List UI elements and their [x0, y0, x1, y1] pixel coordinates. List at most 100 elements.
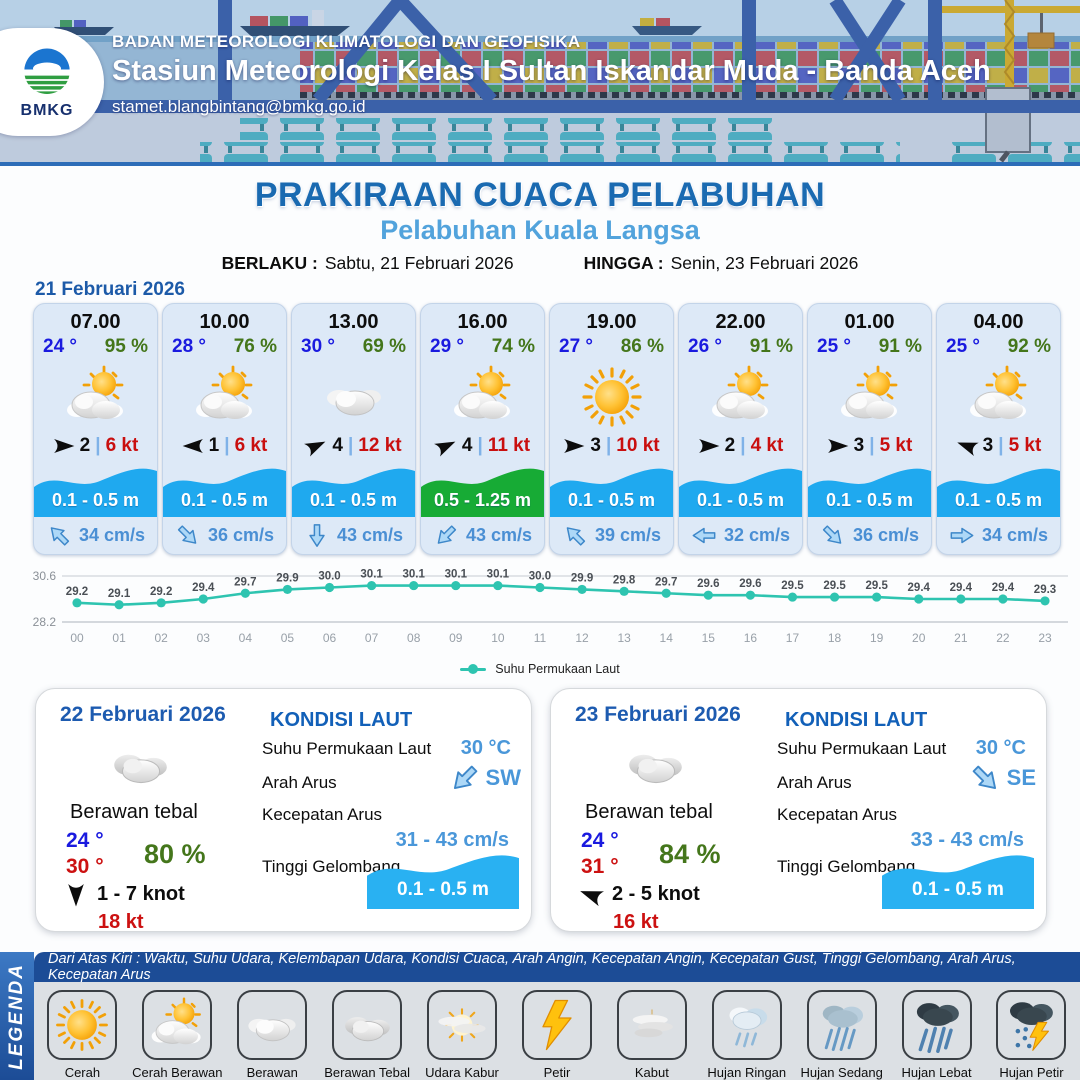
humidity: 84 % [659, 839, 721, 869]
series-marker-icon [460, 664, 487, 674]
daily-card-22feb: 22 Februari 2026 Berawan tebal 24 ° 30 °… [35, 688, 532, 933]
wind-range: 2 - 5 knot [612, 883, 700, 905]
svg-text:29.7: 29.7 [655, 576, 677, 588]
svg-text:29.5: 29.5 [823, 580, 846, 592]
legend-label: Cerah Berawan [132, 1065, 223, 1080]
humidity: 69 % [362, 336, 406, 357]
svg-text:29.4: 29.4 [192, 582, 215, 594]
wind-direction-icon [827, 437, 849, 455]
forecast-card-1000: 10.00 28 ° 76 % 1 | 6 kt 0.1 - 0.5 m 36 … [162, 303, 287, 555]
legend-icon-box [901, 990, 972, 1060]
svg-text:01: 01 [112, 631, 126, 645]
wind-row: 3 | 10 kt [550, 435, 673, 457]
wind-row: 1 | 6 kt [163, 435, 286, 457]
separator: | [347, 435, 354, 456]
svg-text:15: 15 [702, 631, 716, 645]
legend-item: Hujan Petir [985, 990, 1078, 1080]
wave-height: 0.1 - 0.5 m [825, 490, 914, 510]
svg-text:16: 16 [744, 631, 758, 645]
legend-side-banner: LEGENDA [0, 952, 34, 1080]
wind-speed: 4 [332, 435, 343, 456]
current-direction: SW [448, 765, 521, 791]
legend-items-row: Cerah Cerah Berawan Berawan Berawan Teba… [34, 982, 1080, 1080]
current-row: 34 cm/s [937, 517, 1060, 554]
temp-max: 30 ° [66, 855, 104, 878]
svg-text:29.3: 29.3 [1034, 584, 1056, 596]
gust-speed: 11 kt [487, 435, 531, 456]
humidity: 80 % [144, 839, 206, 869]
forecast-card-1300: 13.00 30 ° 69 % 4 | 12 kt 0.1 - 0.5 m 43… [291, 303, 416, 555]
legend-item: Berawan [226, 990, 319, 1080]
svg-text:11: 11 [534, 631, 547, 645]
wind-direction-icon [953, 434, 980, 458]
thick-cloud-icon [339, 997, 395, 1053]
station-email: stamet.blangbintang@bmkg.go.id [112, 97, 366, 116]
validity-from-value: Sabtu, 21 Februari 2026 [324, 253, 514, 273]
svg-text:20: 20 [912, 631, 926, 645]
svg-text:29.5: 29.5 [781, 580, 804, 592]
svg-text:22: 22 [996, 631, 1010, 645]
current-row: 36 cm/s [163, 517, 286, 554]
header-text-block: BADAN METEOROLOGI KLIMATOLOGI DAN GEOFIS… [112, 32, 991, 117]
svg-text:29.7: 29.7 [234, 576, 256, 588]
current-direction-icon [444, 757, 485, 798]
weather-icon [421, 362, 544, 432]
wind-direction-icon [698, 437, 720, 455]
sst-label: Suhu Permukaan Laut [777, 739, 947, 758]
current-speed: 32 cm/s [723, 525, 791, 545]
air-temperature: 27 ° [559, 336, 594, 357]
legend-label: Cerah [64, 1065, 101, 1080]
validity-row: BERLAKU : Sabtu, 21 Februari 2026 HINGGA … [0, 253, 1080, 274]
current-direction-icon [172, 520, 204, 552]
svg-text:10: 10 [491, 631, 505, 645]
gust-speed: 16 kt [613, 911, 659, 933]
legend-icon-box [47, 990, 118, 1060]
wave-height-badge: 0.1 - 0.5 m [367, 847, 519, 909]
wave-height-band: 0.5 - 1.25 m [421, 461, 544, 517]
page-subtitle: Pelabuhan Kuala Langsa [380, 215, 700, 245]
legend-section: LEGENDA Dari Atas Kiri : Waktu, Suhu Uda… [0, 951, 1080, 1080]
sst-label: Suhu Permukaan Laut [262, 739, 432, 758]
heavy-rain-icon [909, 997, 965, 1053]
daily-date: 22 Februari 2026 [60, 703, 226, 726]
validity-from-label: BERLAKU : [221, 253, 318, 273]
wind-speed: 3 [853, 435, 865, 456]
wind-speed: 1 [208, 435, 220, 456]
bmkg-logo-text: BMKG [20, 101, 74, 119]
wave-height: 0.1 - 0.5 m [912, 879, 1004, 900]
forecast-card-0400: 04.00 25 ° 92 % 3 | 5 kt 0.1 - 0.5 m 34 … [936, 303, 1061, 555]
svg-text:28.2: 28.2 [33, 615, 57, 629]
sst-value: 30 °C [975, 737, 1026, 759]
weather-condition: Berawan tebal [70, 801, 198, 823]
wave-label: Tinggi Gelombang [777, 857, 916, 876]
org-name: BADAN METEOROLOGI KLIMATOLOGI DAN GEOFIS… [112, 32, 581, 51]
svg-text:02: 02 [154, 631, 168, 645]
legend-item: Udara Kabur [416, 990, 509, 1080]
lightning-icon [529, 997, 585, 1053]
wind-speed: 2 [79, 435, 91, 456]
air-temperature: 29 ° [430, 336, 465, 357]
header-banner: BMKG BADAN METEOROLOGI KLIMATOLOGI DAN G… [0, 0, 1080, 166]
gust-speed: 12 kt [358, 435, 402, 456]
thunderstorm-icon [1003, 997, 1059, 1053]
legend-item: Hujan Lebat [890, 990, 983, 1080]
svg-text:00: 00 [70, 631, 84, 645]
svg-text:23: 23 [1038, 631, 1052, 645]
svg-text:29.9: 29.9 [571, 572, 593, 584]
validity-from: BERLAKU : Sabtu, 21 Februari 2026 [222, 253, 514, 274]
air-temperature: 24 ° [43, 336, 78, 357]
wind-row: 4 | 11 kt [421, 435, 544, 457]
separator: | [869, 435, 875, 456]
temp-humidity-row: 27 ° 86 % [550, 334, 673, 358]
wind-range: 1 - 7 knot [97, 883, 185, 905]
svg-text:19: 19 [870, 631, 884, 645]
wind-speed: 4 [461, 435, 473, 456]
validity-to-value: Senin, 23 Februari 2026 [670, 253, 859, 273]
hourly-forecast-row: 07.00 24 ° 95 % 2 | 6 kt 0.1 - 0.5 m 34 … [33, 303, 1061, 555]
wave-height: 0.1 - 0.5 m [397, 879, 489, 900]
svg-text:05: 05 [281, 631, 295, 645]
wind-row: 2 | 6 kt [34, 435, 157, 457]
humidity: 91 % [878, 336, 922, 357]
sea-conditions: KONDISI LAUT Suhu Permukaan Laut 30 °C A… [769, 689, 1046, 931]
humidity: 92 % [1007, 336, 1051, 357]
